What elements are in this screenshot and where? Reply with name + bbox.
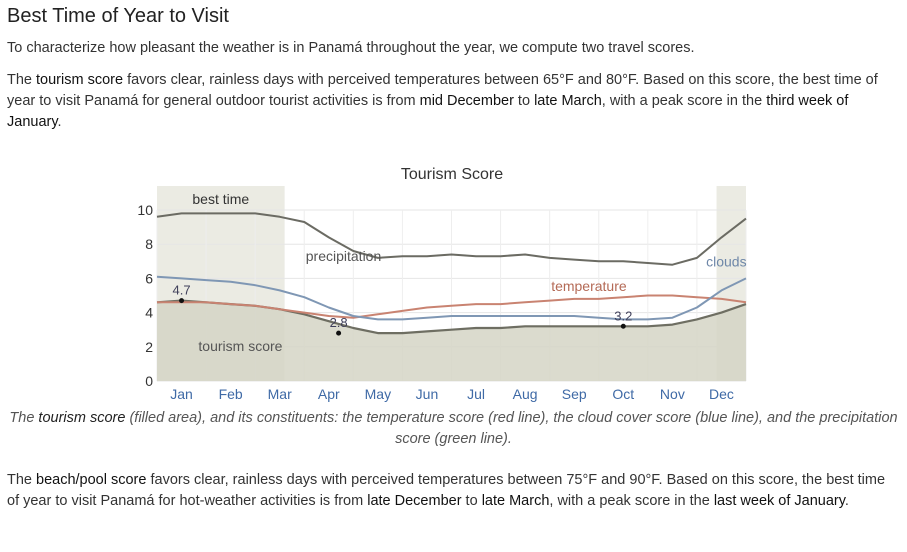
annotation-point bbox=[179, 298, 185, 304]
annotation-label: 2.8 bbox=[330, 315, 348, 330]
x-tick-label: Jun bbox=[416, 386, 439, 402]
annotation-point bbox=[336, 330, 342, 336]
text: favors clear, rainless days with perceiv… bbox=[7, 72, 878, 109]
tourism-score-term: tourism score bbox=[36, 72, 124, 88]
clouds-line bbox=[156, 275, 747, 321]
beach-score-term: beach/pool score bbox=[36, 472, 147, 488]
x-tick-label: Jul bbox=[467, 386, 485, 402]
text: to bbox=[461, 493, 482, 509]
intro-paragraph: To characterize how pleasant the weather… bbox=[7, 40, 695, 56]
best-time-end: late March bbox=[534, 93, 602, 109]
x-tick-label: Oct bbox=[612, 386, 634, 402]
x-tick-label: Feb bbox=[219, 386, 243, 402]
tourism-score-chart: Tourism Score 0 2 4 6 8 10 Jan Feb Mar Apr May Jun J… bbox=[137, 166, 747, 402]
text: favors clear, rainless days with perceiv… bbox=[7, 472, 886, 509]
beach-peak: last week of January bbox=[713, 493, 845, 509]
y-tick-label: 4 bbox=[145, 305, 153, 321]
y-tick-label: 2 bbox=[145, 339, 153, 355]
annotation-label: 3.2 bbox=[614, 308, 632, 323]
tourism-score-label: tourism score bbox=[198, 338, 282, 354]
beach-end: late March bbox=[481, 493, 550, 509]
x-tick-label: May bbox=[365, 386, 391, 402]
x-tick-label: Sep bbox=[562, 386, 587, 402]
best-time-label: best time bbox=[192, 191, 249, 207]
tourism-paragraph: The tourism score favors clear, rainless… bbox=[7, 70, 897, 133]
x-tick-label: Aug bbox=[513, 386, 538, 402]
peak-time: third week of January bbox=[7, 93, 849, 130]
text: , with a peak score in the bbox=[601, 93, 767, 109]
x-tick-label: Nov bbox=[660, 386, 685, 402]
text: . bbox=[844, 493, 849, 509]
x-tick-label: Dec bbox=[709, 386, 734, 402]
text: (filled area), and its constituents: the… bbox=[125, 410, 898, 447]
y-tick-label: 0 bbox=[145, 373, 153, 389]
y-tick-label: 6 bbox=[145, 270, 153, 286]
x-tick-label: Jan bbox=[170, 386, 193, 402]
temperature-line bbox=[157, 294, 747, 319]
annotation-label: 4.7 bbox=[173, 283, 191, 298]
x-tick-label: Apr bbox=[318, 386, 340, 402]
y-tick-label: 8 bbox=[145, 236, 153, 252]
text: The bbox=[7, 72, 37, 88]
annotation-point bbox=[620, 323, 626, 329]
x-tick-label: Mar bbox=[268, 386, 292, 402]
section-heading: Best Time of Year to Visit bbox=[7, 5, 229, 27]
chart-title: Tourism Score bbox=[401, 166, 503, 183]
text: . bbox=[57, 114, 62, 130]
caption-term: tourism score bbox=[38, 410, 126, 426]
chart-caption: The tourism score (filled area), and its… bbox=[0, 408, 907, 450]
y-tick-label: 10 bbox=[137, 202, 153, 218]
beach-start: late December bbox=[367, 493, 462, 509]
tourism-score-area bbox=[157, 300, 746, 381]
text: , with a peak score in the bbox=[549, 493, 714, 509]
precipitation-line bbox=[156, 212, 747, 266]
best-time-start: mid December bbox=[419, 93, 514, 109]
beach-paragraph: The beach/pool score favors clear, rainl… bbox=[7, 470, 897, 512]
clouds-label: clouds bbox=[706, 253, 746, 269]
text: The bbox=[9, 410, 39, 426]
text: The bbox=[7, 472, 37, 488]
temperature-label: temperature bbox=[551, 278, 627, 294]
text: to bbox=[513, 93, 535, 109]
precipitation-label: precipitation bbox=[306, 248, 382, 264]
